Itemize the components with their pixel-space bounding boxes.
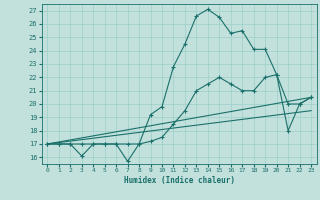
X-axis label: Humidex (Indice chaleur): Humidex (Indice chaleur) [124,176,235,185]
